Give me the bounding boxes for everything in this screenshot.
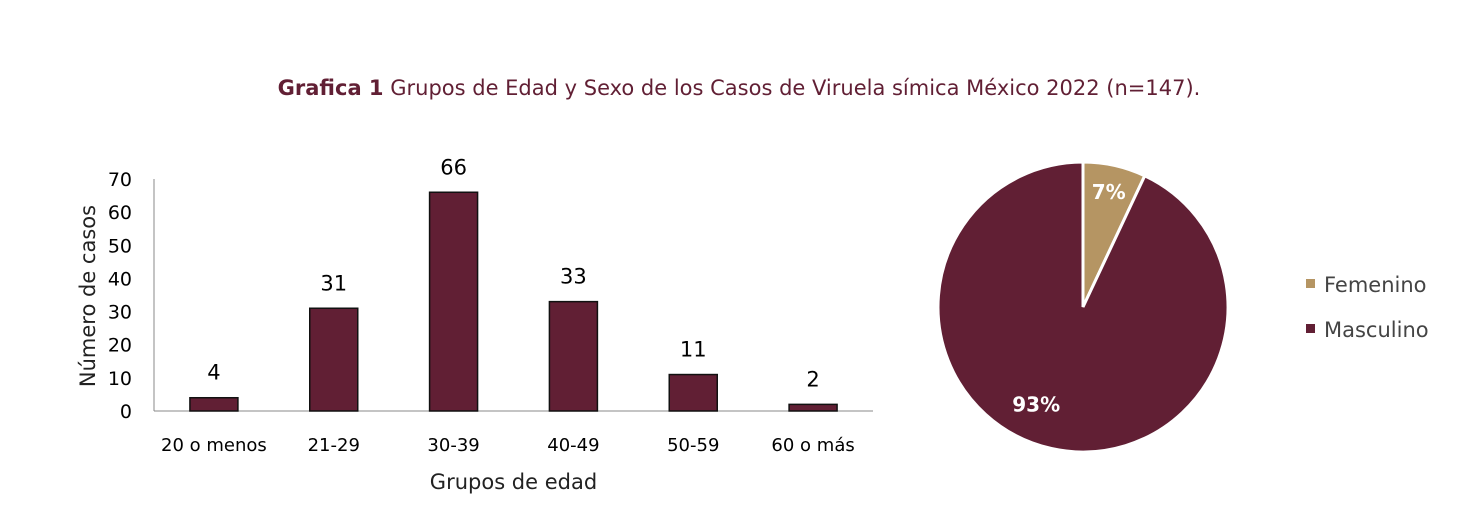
bar-data-label: 11 bbox=[680, 338, 707, 362]
bar-data-label: 4 bbox=[207, 361, 220, 385]
bar-3 bbox=[428, 191, 479, 412]
bar-4 bbox=[548, 300, 599, 412]
chart-title: Grafica 1 Grupos de Edad y Sexo de los C… bbox=[0, 76, 1478, 100]
bar-1 bbox=[189, 396, 239, 412]
bar-2 bbox=[309, 307, 359, 412]
x-category-label: 21-29 bbox=[308, 435, 360, 456]
bar-data-label: 2 bbox=[806, 367, 819, 391]
y-tick-label: 50 bbox=[108, 235, 132, 257]
pie-data-label: 7% bbox=[1092, 180, 1126, 204]
pie-data-label: 93% bbox=[1012, 393, 1060, 417]
x-category-label: 40-49 bbox=[547, 435, 599, 456]
legend-label-masculino: Masculino bbox=[1324, 318, 1429, 342]
pie-slice-masculino bbox=[936, 160, 1230, 454]
bar-data-label: 66 bbox=[440, 155, 467, 179]
y-tick-label: 60 bbox=[108, 202, 132, 224]
y-tick-label: 40 bbox=[108, 268, 132, 290]
chart-title-bold: Grafica 1 bbox=[277, 76, 384, 100]
bar-data-label: 33 bbox=[560, 265, 587, 289]
legend-label-femenino: Femenino bbox=[1324, 273, 1427, 297]
bar-data-label: 31 bbox=[320, 271, 347, 295]
legend-swatch-masculino bbox=[1306, 324, 1315, 333]
x-category-label: 20 o menos bbox=[161, 435, 267, 456]
y-tick-label: 30 bbox=[108, 302, 132, 324]
y-tick-label: 20 bbox=[108, 335, 132, 357]
x-category-label: 30-39 bbox=[427, 435, 479, 456]
y-tick-label: 10 bbox=[108, 368, 132, 390]
bar-chart: 0 10 20 30 40 50 60 70 4 20 o menos 31 21-29 66 30-39… bbox=[76, 155, 873, 494]
chart-title-text: Grupos de Edad y Sexo de los Casos de Vi… bbox=[383, 76, 1201, 100]
y-tick-label: 0 bbox=[120, 401, 132, 423]
x-category-label: 50-59 bbox=[667, 435, 719, 456]
bar-5 bbox=[668, 373, 718, 412]
y-tick-label: 70 bbox=[108, 169, 132, 191]
legend-swatch-femenino bbox=[1306, 279, 1315, 288]
y-axis-title: Número de casos bbox=[76, 205, 100, 387]
bar-6 bbox=[788, 403, 838, 412]
x-category-label: 60 o más bbox=[771, 435, 854, 456]
x-axis-title: Grupos de edad bbox=[430, 470, 597, 494]
